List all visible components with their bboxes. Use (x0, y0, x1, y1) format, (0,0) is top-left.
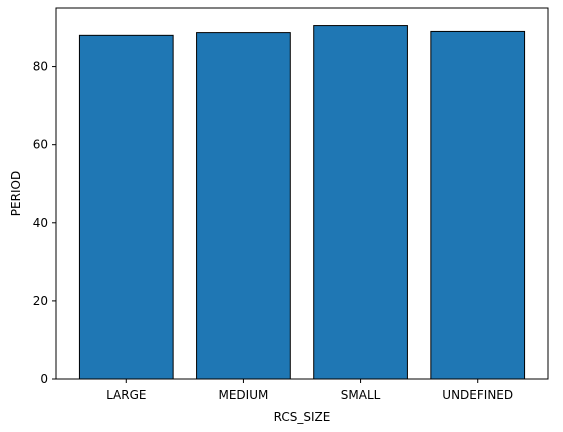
x-tick-label: LARGE (106, 388, 146, 402)
y-tick-label: 60 (33, 138, 48, 152)
x-axis-ticks: LARGE MEDIUM SMALL UNDEFINED (106, 379, 513, 402)
y-axis-ticks: 0 20 40 60 80 (33, 60, 56, 386)
bar-small (313, 25, 408, 380)
bar-large (78, 34, 174, 380)
x-tick-label: MEDIUM (218, 388, 268, 402)
x-tick-label: SMALL (341, 388, 381, 402)
y-axis-label: PERIOD (9, 171, 23, 216)
bar-undefined (430, 30, 526, 380)
y-tick-label: 0 (40, 372, 48, 386)
x-tick-label: UNDEFINED (442, 388, 513, 402)
bar-medium (196, 32, 291, 380)
y-tick-label: 80 (33, 60, 48, 74)
y-tick-label: 40 (33, 216, 48, 230)
bars-group (78, 25, 526, 380)
x-axis-label: RCS_SIZE (274, 410, 331, 424)
plot-frame (55, 7, 549, 380)
y-tick-label: 20 (33, 294, 48, 308)
